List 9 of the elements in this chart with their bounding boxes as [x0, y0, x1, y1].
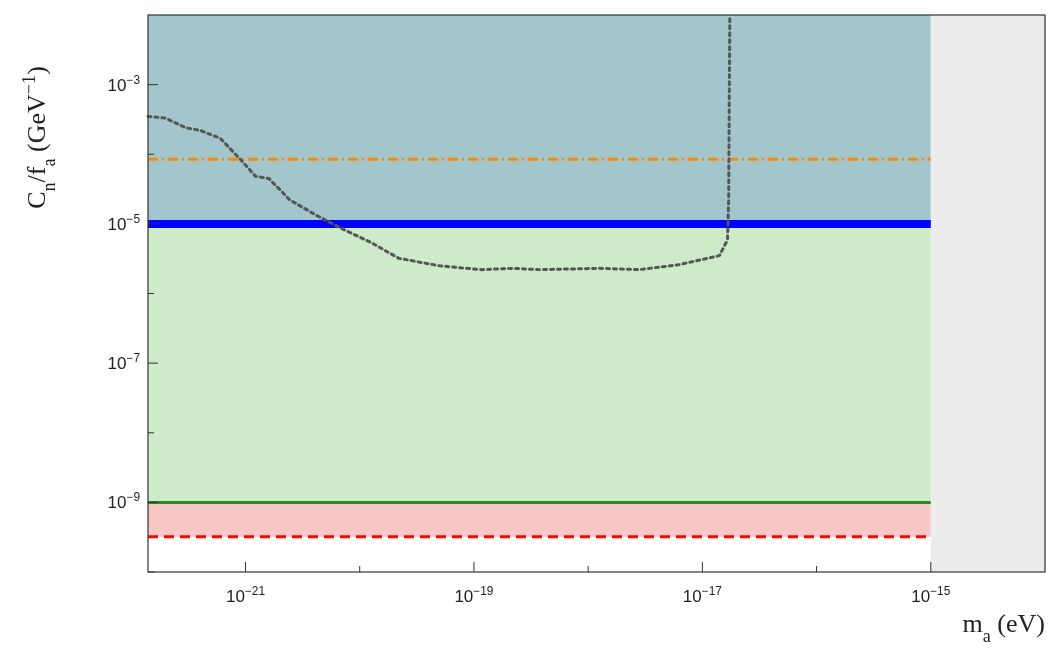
x-tick-label: 10$^{−17}$ [682, 584, 723, 606]
y-tick-label: 10$^{−3}$ [107, 72, 141, 95]
x-axis-title: m$_{a}$ (eV) [962, 609, 1045, 646]
y-tick-label: 10$^{−9}$ [107, 490, 141, 513]
y-tick-label: 10$^{−5}$ [107, 211, 141, 234]
x-tick-label: 10$^{−19}$ [454, 584, 494, 606]
x-tick-label: 10$^{−21}$ [225, 584, 266, 606]
x-tick-label: 10$^{−15}$ [911, 584, 951, 606]
y-tick-label: 10$^{−7}$ [107, 351, 141, 374]
